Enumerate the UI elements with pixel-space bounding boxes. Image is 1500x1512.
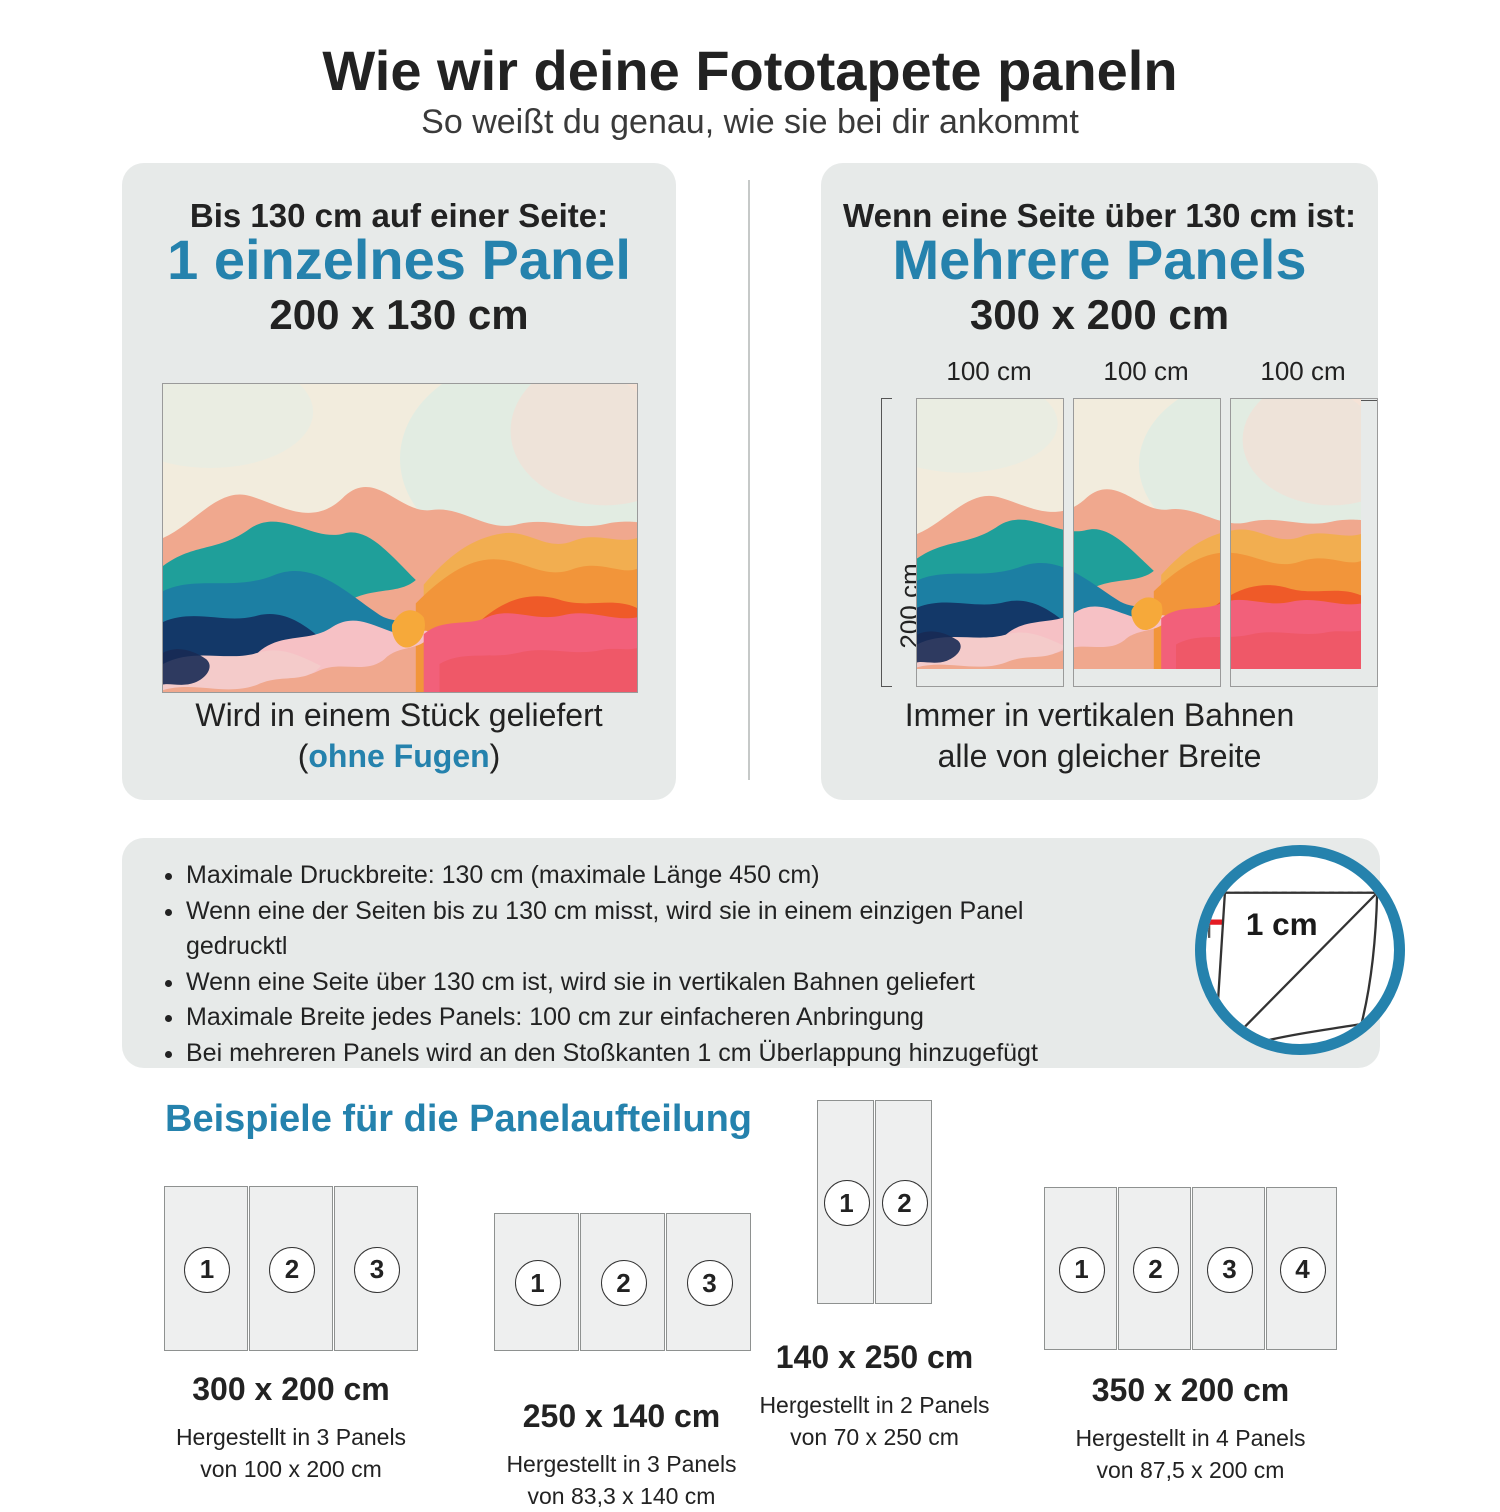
svg-text:1 cm: 1 cm: [1246, 906, 1318, 942]
